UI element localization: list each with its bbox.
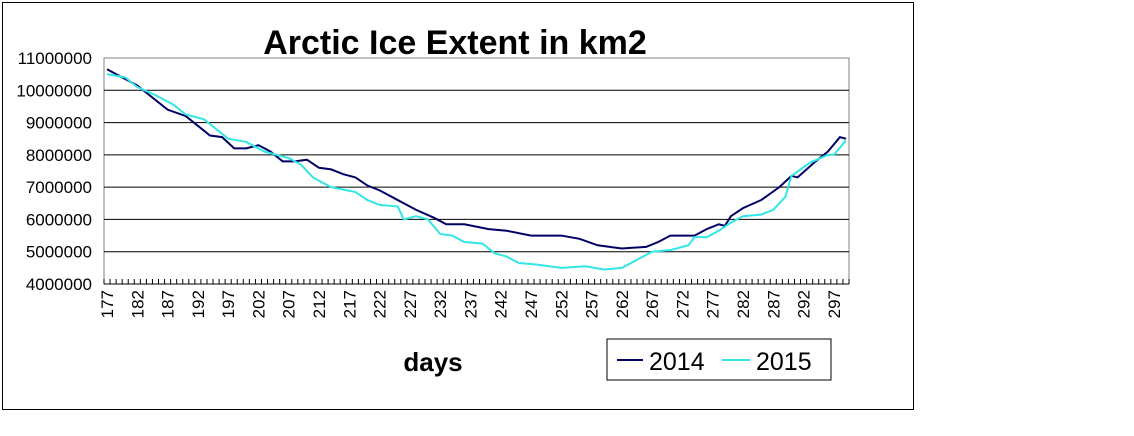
y-tick-label: 6000000 xyxy=(26,210,92,229)
legend-box xyxy=(606,338,832,381)
x-tick-label: 217 xyxy=(340,290,359,318)
chart-title: Arctic Ice Extent in km2 xyxy=(263,24,647,62)
x-tick-label: 257 xyxy=(583,290,602,318)
x-tick-label: 282 xyxy=(734,290,753,318)
legend-label-2015: 2015 xyxy=(756,348,812,376)
x-tick-label: 287 xyxy=(764,290,783,318)
series-line-2015 xyxy=(106,73,847,271)
x-tick-label: 207 xyxy=(280,290,299,318)
x-tick-label: 197 xyxy=(219,290,238,318)
x-tick-label: 252 xyxy=(552,290,571,318)
x-tick-label: 187 xyxy=(159,290,178,318)
legend-label-2014: 2014 xyxy=(649,348,705,376)
x-tick-label: 182 xyxy=(128,290,147,318)
y-tick-label: 10000000 xyxy=(16,81,92,100)
y-tick-label: 9000000 xyxy=(26,114,92,133)
y-tick-label: 8000000 xyxy=(26,146,92,165)
x-tick-label: 232 xyxy=(431,290,450,318)
x-tick-label: 227 xyxy=(401,290,420,318)
x-tick-label: 272 xyxy=(673,290,692,318)
x-tick-label: 297 xyxy=(825,290,844,318)
x-tick-label: 212 xyxy=(310,290,329,318)
x-tick-label: 192 xyxy=(189,290,208,318)
y-tick-label: 11000000 xyxy=(18,49,92,68)
y-tick-label: 7000000 xyxy=(26,178,92,197)
chart-frame xyxy=(2,2,914,410)
series-line-2014 xyxy=(106,68,847,250)
x-tick-label: 222 xyxy=(371,290,390,318)
x-tick-label: 267 xyxy=(643,290,662,318)
x-tick-label: 292 xyxy=(795,290,814,318)
x-tick-label: 177 xyxy=(98,290,117,318)
x-tick-label: 202 xyxy=(249,290,268,318)
x-tick-label: 242 xyxy=(492,290,511,318)
plot-area xyxy=(103,57,850,285)
y-tick-label: 5000000 xyxy=(26,243,92,262)
x-axis-label: days xyxy=(403,347,462,377)
x-tick-label: 277 xyxy=(704,290,723,318)
x-tick-label: 262 xyxy=(613,290,632,318)
y-tick-label: 4000000 xyxy=(26,275,92,294)
legend: 2014 2015 xyxy=(606,338,832,381)
x-tick-label: 247 xyxy=(522,290,541,318)
x-tick-label: 237 xyxy=(461,290,480,318)
